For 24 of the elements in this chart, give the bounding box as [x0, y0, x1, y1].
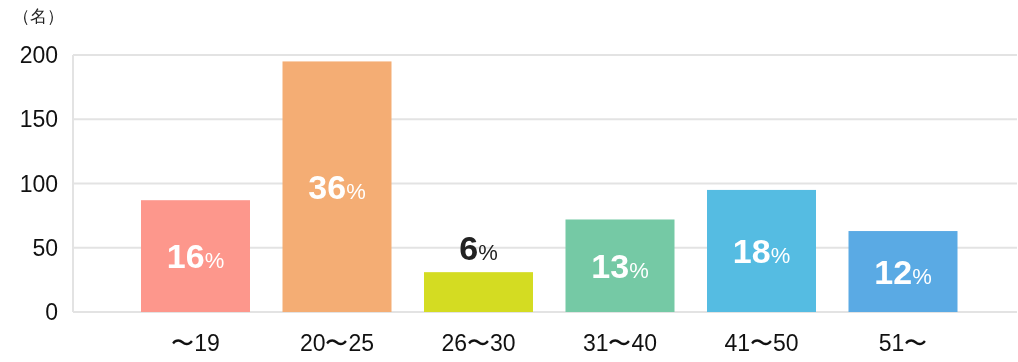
- y-tick-label: 100: [19, 170, 58, 197]
- annotation: 36%: [308, 167, 366, 206]
- y-axis-title: （名）: [12, 7, 64, 26]
- x-tick-label: 51〜: [878, 330, 928, 356]
- annotation: 12%: [874, 252, 932, 291]
- bar: [282, 61, 392, 312]
- x-tick-label: 41〜50: [724, 330, 799, 356]
- bar: [707, 189, 816, 312]
- annotation: 13%: [591, 246, 649, 285]
- y-tick-label: 0: [45, 299, 58, 325]
- annotation: 6%: [459, 229, 498, 268]
- bar: [424, 272, 533, 312]
- annotation: 18%: [732, 231, 791, 270]
- y-tick-label: 50: [32, 234, 58, 261]
- bar: [141, 200, 250, 312]
- y-tick-label: 150: [19, 106, 58, 133]
- x-tick-label: 〜19: [171, 330, 220, 356]
- y-tick-label: 200: [19, 42, 58, 68]
- x-tick-label: 20〜25: [299, 330, 375, 356]
- bar: [848, 231, 958, 312]
- x-tick-label: 26〜30: [441, 330, 516, 356]
- annotation: 16%: [166, 237, 225, 276]
- bar: [565, 219, 675, 312]
- x-tick-label: 31〜40: [582, 330, 658, 356]
